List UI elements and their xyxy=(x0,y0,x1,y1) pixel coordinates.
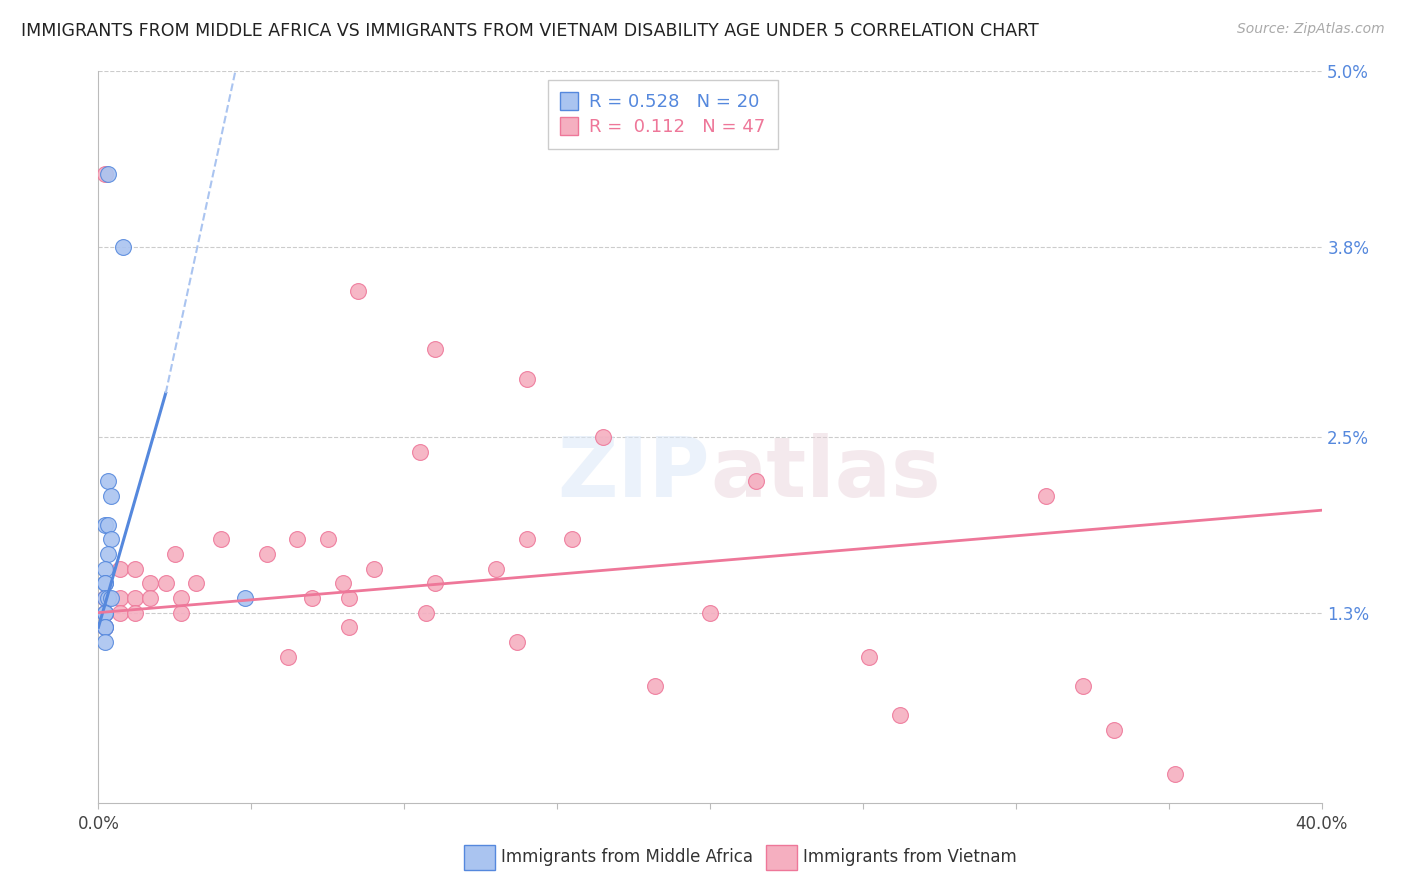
Point xyxy=(1071,679,1094,693)
Point xyxy=(408,444,430,458)
Point xyxy=(93,606,115,620)
Point xyxy=(139,576,162,591)
Point xyxy=(285,533,308,547)
Legend: R = 0.528   N = 20, R =  0.112   N = 47: R = 0.528 N = 20, R = 0.112 N = 47 xyxy=(548,80,779,149)
Point xyxy=(93,562,115,576)
Point xyxy=(1035,489,1057,503)
Point xyxy=(316,533,339,547)
Point xyxy=(423,343,446,357)
Point xyxy=(100,591,122,605)
Point xyxy=(155,576,177,591)
Point xyxy=(415,606,437,620)
Point xyxy=(93,517,115,532)
Text: IMMIGRANTS FROM MIDDLE AFRICA VS IMMIGRANTS FROM VIETNAM DISABILITY AGE UNDER 5 : IMMIGRANTS FROM MIDDLE AFRICA VS IMMIGRA… xyxy=(21,22,1039,40)
Point xyxy=(93,620,115,634)
Point xyxy=(233,591,256,605)
Point xyxy=(97,517,120,532)
Point xyxy=(485,562,508,576)
Point xyxy=(93,606,115,620)
Point xyxy=(111,240,134,254)
Point xyxy=(108,606,131,620)
Point xyxy=(139,591,162,605)
Point xyxy=(93,620,115,634)
Point xyxy=(277,649,299,664)
Point xyxy=(337,620,360,634)
Point xyxy=(332,576,354,591)
Point xyxy=(561,533,583,547)
Point xyxy=(97,547,120,561)
Text: atlas: atlas xyxy=(710,434,941,514)
Point xyxy=(93,591,115,605)
Point xyxy=(93,167,115,181)
Point xyxy=(363,562,385,576)
Point xyxy=(256,547,278,561)
Point xyxy=(93,576,115,591)
Text: Source: ZipAtlas.com: Source: ZipAtlas.com xyxy=(1237,22,1385,37)
Point xyxy=(1164,766,1187,780)
Text: ZIP: ZIP xyxy=(558,434,710,514)
Point xyxy=(170,591,193,605)
Point xyxy=(97,167,120,181)
Point xyxy=(108,591,131,605)
Point xyxy=(516,371,538,385)
Point xyxy=(301,591,323,605)
Point xyxy=(347,284,370,298)
Point xyxy=(337,591,360,605)
Point xyxy=(93,606,115,620)
Point xyxy=(1102,723,1125,737)
Point xyxy=(423,576,446,591)
Text: Immigrants from Middle Africa: Immigrants from Middle Africa xyxy=(501,848,752,866)
Point xyxy=(97,591,120,605)
Point xyxy=(124,591,146,605)
Point xyxy=(100,533,122,547)
Point xyxy=(108,562,131,576)
Point xyxy=(163,547,186,561)
Point xyxy=(745,474,768,488)
Point xyxy=(93,576,115,591)
Point xyxy=(209,533,232,547)
Point xyxy=(699,606,721,620)
Point xyxy=(644,679,666,693)
Point xyxy=(100,489,122,503)
Point xyxy=(124,606,146,620)
Point xyxy=(516,533,538,547)
Point xyxy=(97,474,120,488)
Point xyxy=(93,591,115,605)
Point xyxy=(592,430,614,444)
Point xyxy=(93,620,115,634)
Text: Immigrants from Vietnam: Immigrants from Vietnam xyxy=(803,848,1017,866)
Point xyxy=(889,708,911,723)
Point xyxy=(186,576,208,591)
Point xyxy=(506,635,529,649)
Point xyxy=(170,606,193,620)
Point xyxy=(93,635,115,649)
Point xyxy=(858,649,880,664)
Point xyxy=(124,562,146,576)
